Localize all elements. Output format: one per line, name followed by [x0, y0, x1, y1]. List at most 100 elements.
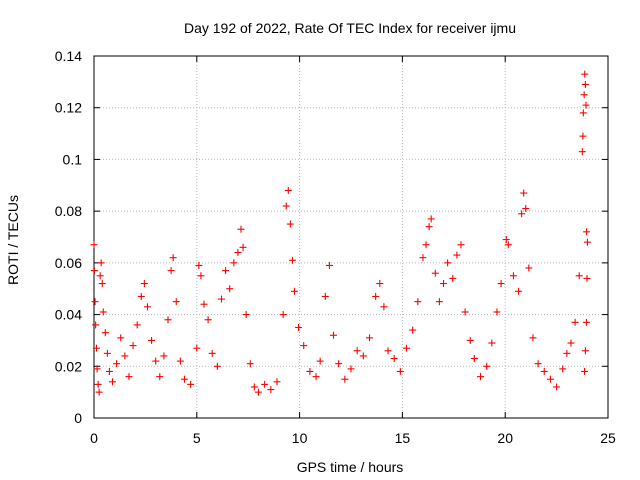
data-point: [152, 357, 160, 365]
x-tick-label: 15: [395, 430, 411, 446]
grid-layer: [93, 55, 609, 419]
data-point: [230, 259, 238, 267]
data-point: [105, 367, 113, 375]
data-point: [316, 357, 324, 365]
data-point: [143, 303, 151, 311]
data-point: [92, 344, 100, 352]
data-point: [222, 267, 230, 275]
data-point: [237, 225, 245, 233]
data-point: [353, 347, 361, 355]
data-point: [578, 148, 586, 156]
data-point: [390, 355, 398, 363]
data-point: [534, 360, 542, 368]
data-point: [103, 349, 111, 357]
plot-frame: [93, 55, 609, 419]
y-axis-label: ROTI / TECUs: [5, 195, 21, 285]
data-point: [581, 80, 589, 88]
data-point: [167, 267, 175, 275]
x-axis-label: GPS time / hours: [297, 459, 404, 475]
data-point: [396, 367, 404, 375]
data-point: [325, 261, 333, 269]
data-point: [581, 70, 589, 78]
data-point: [250, 383, 258, 391]
data-point: [109, 378, 117, 386]
data-point: [372, 292, 380, 300]
data-point: [121, 352, 129, 360]
data-point: [193, 344, 201, 352]
data-point: [425, 223, 433, 231]
data-point: [290, 287, 298, 295]
chart-title: Day 192 of 2022, Rate Of TEC Index for r…: [184, 20, 516, 36]
data-point: [133, 321, 141, 329]
data-point: [466, 336, 474, 344]
data-point: [239, 243, 247, 251]
data-point: [563, 349, 571, 357]
data-point: [197, 272, 205, 280]
data-point: [497, 280, 505, 288]
data-point: [95, 388, 103, 396]
data-point: [125, 373, 133, 381]
data-point: [273, 378, 281, 386]
data-point: [94, 380, 102, 388]
data-point: [359, 352, 367, 360]
data-point: [129, 342, 137, 350]
data-point: [208, 349, 216, 357]
data-point: [284, 186, 292, 194]
data-point: [98, 280, 106, 288]
data-point: [91, 298, 99, 306]
data-point: [97, 259, 105, 267]
data-point: [384, 347, 392, 355]
points-layer: [90, 70, 591, 396]
data-point: [90, 241, 98, 249]
data-point: [470, 355, 478, 363]
data-point: [148, 336, 156, 344]
x-tick-label: 25: [600, 430, 616, 446]
data-point: [444, 259, 452, 267]
x-tick-label: 5: [193, 430, 201, 446]
data-point: [567, 339, 575, 347]
data-point: [583, 228, 591, 236]
data-point: [559, 365, 567, 373]
y-tick-label: 0.14: [55, 48, 82, 64]
x-tick-label: 20: [497, 430, 513, 446]
data-point: [520, 189, 528, 197]
data-point: [213, 362, 221, 370]
data-point: [522, 205, 530, 213]
data-point: [101, 329, 109, 337]
data-point: [113, 360, 121, 368]
data-point: [187, 380, 195, 388]
data-point: [409, 326, 417, 334]
data-point: [92, 321, 100, 329]
data-point: [504, 241, 512, 249]
data-point: [341, 375, 349, 383]
data-point: [156, 373, 164, 381]
data-point: [347, 365, 355, 373]
data-point: [518, 210, 526, 218]
data-point: [488, 339, 496, 347]
data-point: [295, 324, 303, 331]
data-point: [164, 316, 172, 324]
y-tick-label: 0: [74, 410, 82, 426]
data-point: [204, 316, 212, 324]
data-point: [321, 292, 329, 300]
data-point: [440, 280, 448, 288]
y-tick-label: 0.12: [55, 100, 82, 116]
data-point: [583, 274, 591, 282]
data-point: [580, 91, 588, 99]
data-point: [180, 375, 188, 383]
data-point: [575, 272, 583, 280]
data-point: [288, 256, 296, 264]
data-point: [431, 269, 439, 277]
y-tick-label: 0.1: [63, 151, 83, 167]
data-point: [242, 311, 250, 319]
data-point: [226, 285, 234, 293]
y-tick-label: 0.02: [55, 358, 82, 374]
y-tick-label: 0.04: [55, 307, 82, 323]
data-point: [376, 280, 384, 288]
y-tick-label: 0.08: [55, 203, 82, 219]
data-point: [515, 287, 523, 295]
data-point: [583, 238, 591, 246]
data-point: [540, 367, 548, 375]
x-tick-label: 10: [292, 430, 308, 446]
